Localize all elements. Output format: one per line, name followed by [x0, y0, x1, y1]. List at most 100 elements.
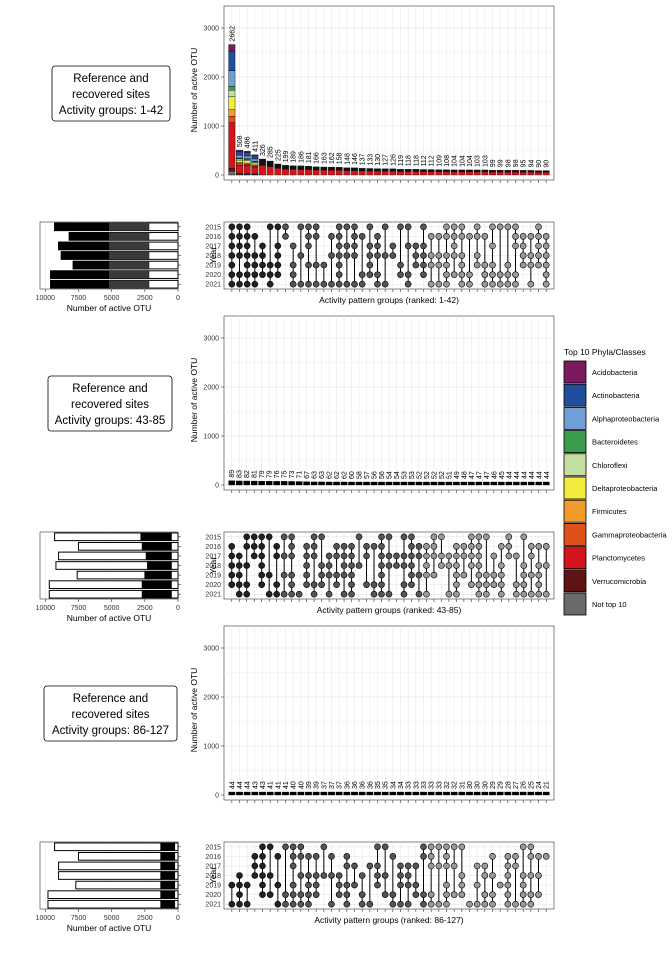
matrix-dot [420, 843, 427, 851]
bar-segment [496, 171, 504, 176]
matrix-dot [243, 533, 251, 541]
matrix-dot [274, 900, 282, 908]
bar [366, 791, 374, 796]
matrix-dot [420, 853, 427, 860]
bar-ytick-label: 1000 [203, 124, 219, 131]
bar-segment [305, 169, 312, 176]
bar-ytick-label: 1000 [203, 744, 219, 751]
legend-label: Alphaproteobacteria [592, 414, 660, 423]
bar-value-label: 326 [260, 144, 267, 156]
matrix-dot [458, 271, 466, 278]
matrix-dot [335, 252, 343, 259]
bar-value-label: 56 [379, 471, 386, 479]
matrix-dot [305, 233, 312, 240]
matrix-dot [450, 242, 458, 250]
bar-segment [297, 169, 305, 176]
matrix-dot [333, 581, 340, 588]
matrix-dot [381, 280, 389, 288]
matrix-dot [343, 862, 351, 870]
bar-ylabel: Number of active OTU [189, 668, 199, 753]
bar-value-label: 48 [461, 471, 468, 479]
setsize-bar-fill [109, 222, 149, 231]
bar-plot-frame [223, 625, 555, 801]
bar [504, 791, 512, 796]
bar-value-label: 98 [513, 159, 520, 167]
bar [473, 791, 481, 796]
matrix-dot [483, 571, 490, 579]
bar-segment [312, 169, 320, 176]
matrix-dot [251, 252, 259, 259]
matrix-dot [489, 261, 496, 269]
matrix-dot [535, 872, 542, 879]
matrix-dot [335, 891, 343, 898]
bar [251, 791, 259, 796]
matrix-dot [473, 862, 481, 870]
matrix-year-label: 2015 [205, 534, 221, 541]
bar-value-label: 189 [291, 151, 298, 163]
matrix-dot [504, 261, 512, 269]
bar-segment [251, 158, 259, 162]
bar [513, 481, 520, 486]
matrix-dot [366, 223, 374, 231]
bar-value-label: 33 [436, 781, 443, 789]
matrix-dot [366, 271, 374, 278]
matrix-dot [348, 581, 355, 588]
bar-value-label: 43 [252, 781, 259, 789]
setsize-bar-fill [160, 842, 176, 852]
setsize-panel-2: 10000 7500 5000 2500 0 Number of active OTU [36, 531, 181, 623]
legend-label: Firmicutes [592, 507, 627, 516]
matrix-dot [235, 552, 243, 560]
matrix-dot [289, 853, 297, 860]
bar-value-label: 98 [505, 159, 512, 167]
bar-value-label: 41 [283, 781, 290, 789]
bar [273, 481, 280, 486]
bar [496, 791, 504, 796]
matrix-dot [513, 552, 520, 560]
matrix-dot [297, 872, 305, 879]
setsize-bar-fill [109, 261, 149, 269]
bar [542, 481, 550, 486]
matrix-dot [259, 252, 266, 259]
bar-value-label: 33 [429, 781, 436, 789]
matrix-dot [250, 552, 258, 560]
bar-segment [228, 96, 236, 110]
bar [274, 791, 282, 796]
matrix-dot [420, 891, 427, 898]
matrix-dot [420, 900, 427, 908]
matrix-dot [282, 233, 289, 240]
bar-ytick-label: 1000 [203, 434, 219, 441]
matrix-dot [351, 252, 358, 259]
matrix-dot [378, 571, 385, 579]
bar-segment [535, 170, 542, 173]
matrix-dot [458, 881, 466, 889]
matrix-dot [490, 571, 498, 579]
bar-panel-2: 0 1000 2000 3000 Number of active OTU 89 83 82 8… [47, 315, 555, 493]
matrix-dot [458, 891, 466, 898]
bar [378, 481, 385, 486]
panel-label-box [43, 685, 178, 742]
matrix-dot [489, 900, 496, 908]
bar-value-label: 52 [424, 471, 431, 479]
bar-segment [496, 169, 504, 173]
matrix-dot [412, 881, 420, 889]
bar-value-label: 103 [482, 155, 489, 167]
matrix-dot [475, 590, 483, 598]
matrix-dot [535, 242, 542, 250]
bar-value-label: 94 [528, 160, 535, 168]
matrix-dot [251, 280, 259, 288]
matrix-dot [259, 881, 266, 889]
matrix-dot [389, 853, 397, 860]
bar-value-label: 225 [275, 149, 282, 161]
setsize-bar-fill [160, 871, 176, 880]
bar-value-label: 30 [475, 781, 482, 789]
bar-segment [404, 171, 412, 176]
matrix-dot [366, 261, 374, 269]
bar [415, 481, 423, 486]
matrix-dot [366, 252, 374, 259]
matrix-dot [258, 562, 265, 569]
matrix-dot [259, 261, 266, 269]
matrix-dot [535, 590, 543, 598]
matrix-dot [378, 533, 385, 541]
setsize-panel-3: 10000 7500 5000 2500 0 Number of active OTU [36, 841, 181, 933]
bar-value-label: 146 [352, 153, 359, 165]
